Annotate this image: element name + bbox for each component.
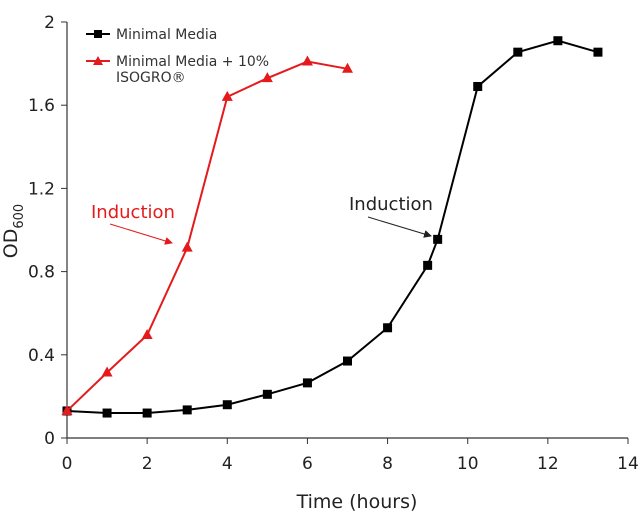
annotation-induction-black-label: Induction [349,194,433,215]
data-point [142,408,152,418]
y-tick-label: 1.6 [28,96,55,116]
y-tick-label: 0.4 [28,346,55,366]
series-1 [61,55,353,415]
ticks: 0 2 4 6 8 10 12 14 0 0.4 0.8 1.2 1.6 2 [28,13,639,474]
y-axis-title: OD600 [0,204,27,258]
data-point [433,234,443,244]
data-point [423,260,433,270]
legend-marker-isogro [93,56,103,65]
data-point [301,55,313,66]
data-point [141,329,153,340]
data-point [261,72,273,83]
data-point [383,323,393,333]
data-point [182,405,192,415]
y-tick-label: 0 [44,429,55,449]
y-tick-label: 0.8 [28,263,55,283]
data-point [343,356,352,366]
x-tick-label: 6 [302,454,313,474]
legend-label-isogro-line2: ISOGRO® [116,70,186,86]
y-tick-label: 1.2 [28,179,55,199]
annotation-induction-red-arrow [109,223,173,245]
data-point [221,90,233,101]
data-point [61,404,73,415]
legend-label-isogro: Minimal Media + 10% [116,54,269,70]
data-point [101,366,113,377]
data-point [473,81,483,91]
x-tick-label: 2 [142,454,153,474]
data-point [222,400,232,410]
x-tick-label: 10 [457,454,479,474]
svg-text:OD600: OD600 [0,204,27,258]
legend: Minimal Media Minimal Media + 10% ISOGRO… [86,27,269,86]
x-tick-label: 8 [382,454,393,474]
x-tick-label: 4 [222,454,233,474]
series-0 [62,36,603,418]
annotation-induction-red: Induction [91,202,175,245]
series-line [66,60,348,412]
data-point [302,378,312,388]
data-point [513,47,523,57]
series-layer [61,36,603,418]
legend-item-minimal-media: Minimal Media [86,27,217,43]
data-point [102,408,112,418]
x-tick-label: 12 [537,454,559,474]
data-point [593,47,603,57]
annotation-induction-red-label: Induction [91,202,175,223]
x-tick-label: 0 [62,454,73,474]
data-point [181,241,193,252]
annotation-induction-black-arrow [367,216,432,238]
data-point [262,389,272,399]
x-tick-label: 14 [617,454,639,474]
series-line [66,39,599,415]
y-tick-label: 2 [44,13,55,33]
axes [66,22,628,439]
legend-item-isogro: Minimal Media + 10% ISOGRO® [86,54,269,86]
annotation-induction-black: Induction [349,194,433,238]
x-axis-title: Time (hours) [296,491,418,513]
legend-label-minimal-media: Minimal Media [116,27,217,43]
legend-marker-minimal-media [94,30,102,38]
data-point [342,62,353,73]
data-point [553,36,563,46]
